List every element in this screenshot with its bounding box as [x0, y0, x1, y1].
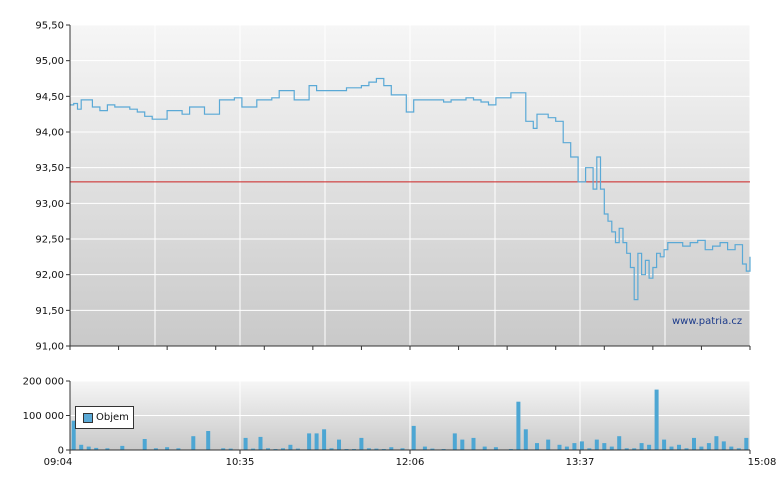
volume-bar [206, 431, 211, 450]
volume-bar [411, 425, 416, 450]
volume-bar [624, 448, 629, 450]
volume-y-tick-label: 0 [58, 446, 64, 457]
volume-bar [142, 439, 147, 450]
volume-bar [609, 446, 614, 450]
x-tick-label: 09:04 [44, 457, 73, 468]
volume-bar [191, 436, 196, 450]
volume-bar [662, 439, 667, 450]
volume-bar [699, 446, 704, 450]
volume-bar [744, 437, 749, 450]
volume-bar [471, 437, 476, 450]
price-y-tick-label: 92,00 [35, 270, 64, 281]
x-tick-label: 13:37 [566, 457, 595, 468]
volume-bar [602, 443, 607, 450]
price-y-tick-label: 93,00 [35, 199, 64, 210]
volume-bar [714, 436, 719, 450]
volume-bar [295, 448, 300, 450]
volume-legend: Objem [75, 406, 134, 429]
volume-bar [692, 437, 696, 450]
volume-bar [288, 444, 293, 450]
volume-bar [452, 433, 457, 450]
volume-bar [329, 448, 334, 450]
volume-bar [564, 446, 569, 450]
volume-panel: 0 100 000 200 000 09:04 10:35 12:06 13:37 15:08 [23, 377, 777, 469]
volume-bar [322, 429, 327, 450]
volume-bar [669, 446, 674, 450]
price-y-tick-label: 95,00 [35, 56, 64, 67]
volume-bar [94, 447, 99, 450]
volume-bar [71, 420, 76, 450]
volume-bar [557, 444, 562, 450]
volume-bar [572, 443, 577, 450]
volume-bar [228, 448, 233, 450]
volume-bar [721, 441, 726, 450]
volume-bar [400, 448, 405, 450]
volume-bar [337, 439, 341, 450]
volume-bar [221, 448, 226, 450]
volume-bar [617, 436, 622, 450]
volume-bar [594, 439, 599, 450]
volume-bar [314, 433, 319, 450]
volume-bar [654, 389, 659, 450]
volume-bar [706, 443, 711, 450]
volume-bar [460, 439, 465, 450]
volume-bar [579, 441, 584, 450]
volume-bar [86, 446, 91, 450]
volume-bar [639, 443, 644, 450]
price-y-tick-label: 95,50 [35, 21, 64, 32]
x-tick-label: 10:35 [226, 457, 255, 468]
volume-bar [251, 448, 256, 450]
volume-bar [493, 447, 498, 450]
volume-legend-label: Objem [96, 412, 129, 423]
volume-bar [120, 445, 125, 450]
volume-bar [153, 448, 158, 450]
volume-bar [684, 448, 689, 450]
volume-bar [374, 448, 379, 450]
volume-bar [523, 429, 528, 450]
price-y-tick-label: 91,00 [35, 342, 64, 353]
volume-legend-swatch [83, 412, 93, 423]
volume-bar [243, 437, 248, 450]
volume-bar [647, 444, 652, 450]
price-series-line [70, 77, 751, 301]
volume-bar [389, 447, 394, 450]
volume-bar [105, 448, 110, 450]
volume-bar [482, 446, 487, 450]
volume-bar [677, 444, 681, 450]
volume-bar [736, 448, 741, 450]
volume-bar [258, 436, 263, 450]
volume-bar [307, 433, 312, 450]
x-tick-label: 15:08 [748, 457, 777, 468]
volume-bar [366, 448, 371, 450]
volume-bar [165, 447, 170, 450]
price-y-tick-label: 91,50 [35, 306, 64, 317]
price-panel: 91,00 91,50 92,00 92,50 93,00 93,50 94,00 94,50… [35, 21, 751, 353]
watermark-text: www.patria.cz [672, 316, 743, 327]
volume-bar [546, 439, 551, 450]
volume-bar [535, 443, 539, 450]
volume-bar [359, 437, 364, 450]
price-y-tick-label: 93,50 [35, 163, 64, 174]
volume-bar [176, 448, 181, 450]
volume-bar [266, 448, 270, 450]
price-y-tick-label: 92,50 [35, 235, 64, 246]
volume-bar [422, 446, 427, 450]
volume-y-tick-label: 200 000 [23, 377, 64, 388]
volume-bar [587, 448, 592, 450]
volume-bar [729, 446, 734, 450]
price-y-tick-label: 94,00 [35, 128, 64, 139]
volume-y-tick-label: 100 000 [23, 411, 64, 422]
price-y-tick-label: 94,50 [35, 92, 64, 103]
volume-bar [430, 448, 435, 450]
volume-bar [516, 401, 521, 450]
volume-bar [281, 448, 285, 450]
x-tick-label: 12:06 [396, 457, 425, 468]
volume-bar [79, 444, 84, 450]
volume-bar [632, 448, 637, 450]
